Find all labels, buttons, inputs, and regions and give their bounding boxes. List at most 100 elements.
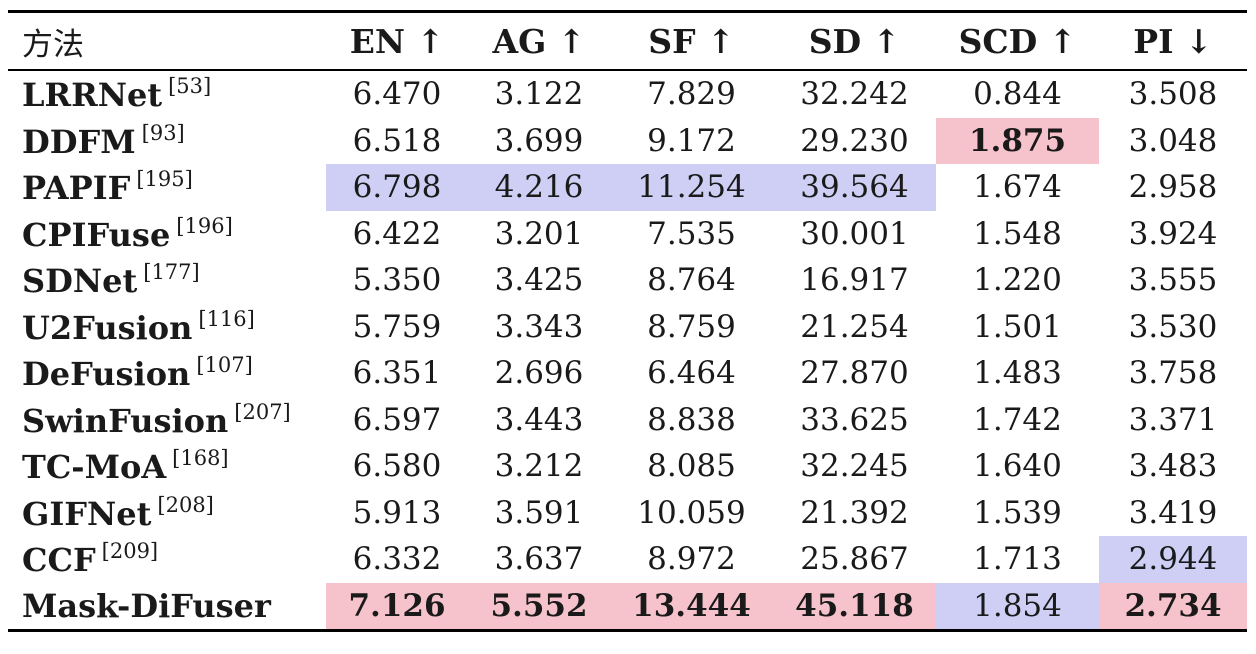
- value-cell-ag: 3.443: [494, 401, 584, 438]
- method-name: Mask-DiFuser: [22, 586, 271, 625]
- method-cell: U2Fusion [116]: [8, 304, 326, 351]
- table-row: DeFusion [107] 6.351 2.696 6.464 27.870 1.483 3…: [8, 350, 1247, 397]
- table-row: PAPIF [195] 6.798 4.216 11.254 39.564 1.674 2.9…: [8, 164, 1247, 211]
- method-name: PAPIF: [22, 169, 131, 208]
- value-cell-scd: 1.501: [973, 308, 1062, 345]
- value-cell-sd: 21.254: [800, 308, 909, 345]
- value-cell-en: 5.350: [352, 262, 442, 299]
- citation: [209]: [101, 539, 159, 564]
- value-cell-ag: 3.343: [494, 308, 584, 345]
- value-cell-sd: 21.392: [800, 494, 909, 531]
- citation: [93]: [141, 120, 185, 145]
- value-cell-sd: 32.242: [800, 76, 909, 113]
- citation: [195]: [136, 167, 193, 192]
- table-row: LRRNet [53] 6.470 3.122 7.829 32.242 0.844 3.50…: [8, 71, 1247, 118]
- header-pi: PI ↓: [1133, 21, 1213, 61]
- method-name: CCF: [22, 541, 96, 580]
- value-cell-pi: 3.555: [1128, 262, 1218, 299]
- citation: [196]: [176, 213, 233, 238]
- value-cell-en: 5.759: [352, 308, 442, 345]
- method-cell: CCF [209]: [8, 536, 326, 583]
- method-cell: LRRNet [53]: [8, 71, 326, 118]
- method-name: TC-MoA: [22, 448, 167, 487]
- method-cell: SDNet [177]: [8, 257, 326, 304]
- value-cell-ag: 3.425: [494, 262, 584, 299]
- method-name: CPIFuse: [22, 215, 171, 254]
- value-cell-en: 6.518: [352, 122, 442, 159]
- comparison-table: 方法 EN ↑ AG ↑ SF ↑ SD ↑ SCD ↑ PI ↓: [8, 13, 1247, 69]
- table-row: TC-MoA [168] 6.580 3.212 8.085 32.245 1.640 3.4…: [8, 443, 1247, 490]
- value-cell-pi: 3.530: [1128, 308, 1218, 345]
- table-row: U2Fusion [116] 5.759 3.343 8.759 21.254 1.501 3…: [8, 304, 1247, 351]
- table-row: SwinFusion [207] 6.597 3.443 8.838 33.625 1.74…: [8, 397, 1247, 444]
- value-cell-pi: 3.758: [1128, 355, 1218, 392]
- value-cell-scd: 0.844: [973, 76, 1062, 113]
- value-cell-pi: 3.483: [1128, 448, 1218, 485]
- value-cell-sf: 9.172: [647, 122, 736, 159]
- value-cell-scd: 1.674: [973, 169, 1062, 206]
- citation: [53]: [168, 74, 212, 99]
- header-method: 方法: [22, 26, 84, 63]
- value-cell-scd: 1.220: [973, 262, 1062, 299]
- value-cell-sd: 45.118: [773, 582, 936, 629]
- method-cell: CPIFuse [196]: [8, 211, 326, 258]
- method-name: DDFM: [22, 122, 136, 161]
- table-row: CPIFuse [196] 6.422 3.201 7.535 30.001 1.548 3.…: [8, 211, 1247, 258]
- value-cell-sd: 39.564: [773, 164, 936, 211]
- header-row: 方法 EN ↑ AG ↑ SF ↑ SD ↑ SCD ↑ PI ↓: [8, 13, 1247, 69]
- value-cell-sd: 29.230: [800, 122, 909, 159]
- value-cell-en: 6.422: [352, 215, 442, 252]
- table-body: LRRNet [53] 6.470 3.122 7.829 32.242 0.844 3.50…: [8, 71, 1247, 629]
- value-cell-pi: 3.419: [1128, 494, 1218, 531]
- value-cell-scd: 1.742: [973, 401, 1062, 438]
- value-cell-sf: 11.254: [610, 164, 773, 211]
- method-cell: GIFNet [208]: [8, 490, 326, 537]
- method-cell: TC-MoA [168]: [8, 443, 326, 490]
- method-name: DeFusion: [22, 355, 191, 394]
- header-scd: SCD ↑: [958, 21, 1077, 61]
- value-cell-sf: 8.085: [647, 448, 736, 485]
- value-cell-pi: 3.508: [1128, 76, 1218, 113]
- value-cell-scd: 1.548: [973, 215, 1062, 252]
- value-cell-scd: 1.854: [936, 582, 1099, 629]
- value-cell-sf: 8.759: [647, 308, 736, 345]
- method-cell: Mask-DiFuser: [8, 583, 326, 630]
- table-row: SDNet [177] 5.350 3.425 8.764 16.917 1.220 3.55…: [8, 257, 1247, 304]
- bottom-rule: [8, 629, 1247, 632]
- citation: [107]: [196, 353, 253, 378]
- method-name: U2Fusion: [22, 308, 193, 347]
- value-cell-en: 6.332: [352, 541, 442, 578]
- method-name: LRRNet: [22, 76, 163, 115]
- header-ag: AG ↑: [492, 21, 586, 61]
- value-cell-ag: 3.122: [494, 76, 584, 113]
- header-sd: SD ↑: [808, 21, 901, 61]
- method-name: SDNet: [22, 262, 138, 301]
- table-row: Mask-DiFuser 7.126 5.552 13.444 45.118 1.854 2…: [8, 582, 1247, 630]
- value-cell-sd: 16.917: [800, 262, 909, 299]
- method-cell: SwinFusion [207]: [8, 397, 326, 444]
- results-table-container: 方法 EN ↑ AG ↑ SF ↑ SD ↑ SCD ↑ PI ↓ LRRNet…: [8, 10, 1247, 632]
- value-cell-en: 6.470: [352, 76, 442, 113]
- header-en: EN ↑: [349, 21, 445, 61]
- value-cell-ag: 3.201: [494, 215, 584, 252]
- value-cell-en: 6.580: [352, 448, 442, 485]
- value-cell-ag: 3.699: [494, 122, 584, 159]
- method-name: SwinFusion: [22, 401, 229, 440]
- value-cell-scd: 1.640: [973, 448, 1062, 485]
- citation: [208]: [157, 492, 214, 517]
- value-cell-sf: 7.829: [647, 76, 736, 113]
- value-cell-sf: 8.764: [647, 262, 736, 299]
- header-sf: SF ↑: [648, 21, 735, 61]
- value-cell-scd: 1.713: [973, 541, 1062, 578]
- value-cell-scd: 1.483: [973, 355, 1062, 392]
- value-cell-sf: 7.535: [647, 215, 736, 252]
- value-cell-sd: 27.870: [800, 355, 909, 392]
- citation: [168]: [172, 446, 229, 471]
- value-cell-sd: 25.867: [800, 541, 909, 578]
- value-cell-pi: 2.944: [1099, 536, 1247, 583]
- value-cell-pi: 2.958: [1128, 169, 1218, 206]
- value-cell-en: 5.913: [352, 494, 442, 531]
- value-cell-sf: 8.838: [647, 401, 736, 438]
- value-cell-sf: 8.972: [647, 541, 736, 578]
- method-name: GIFNet: [22, 494, 152, 533]
